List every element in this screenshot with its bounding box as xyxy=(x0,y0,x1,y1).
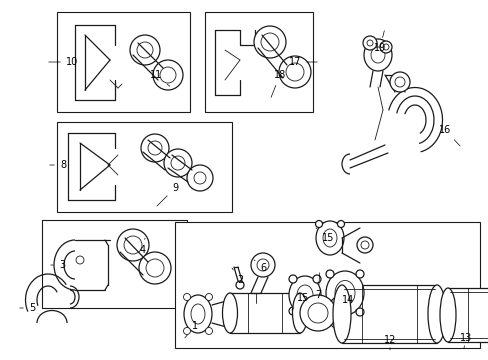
Circle shape xyxy=(76,256,84,264)
Circle shape xyxy=(337,220,344,228)
Circle shape xyxy=(141,134,169,162)
Ellipse shape xyxy=(427,285,445,343)
Circle shape xyxy=(279,56,310,88)
Circle shape xyxy=(160,67,176,83)
Circle shape xyxy=(186,165,213,191)
Circle shape xyxy=(366,40,372,46)
Circle shape xyxy=(299,295,335,331)
Text: 7: 7 xyxy=(314,273,321,300)
Bar xyxy=(57,122,231,212)
Circle shape xyxy=(124,236,142,254)
Bar xyxy=(204,12,312,112)
Bar xyxy=(447,288,488,342)
Circle shape xyxy=(205,293,212,301)
Circle shape xyxy=(389,72,409,92)
Circle shape xyxy=(253,26,285,58)
Bar xyxy=(229,293,299,333)
Text: 19: 19 xyxy=(373,31,386,53)
Circle shape xyxy=(257,259,268,271)
Text: 18: 18 xyxy=(270,70,285,98)
Text: 17: 17 xyxy=(288,57,317,67)
Bar xyxy=(57,12,190,112)
Ellipse shape xyxy=(315,221,343,255)
Circle shape xyxy=(355,270,363,278)
Text: 15: 15 xyxy=(291,293,308,310)
Text: 2: 2 xyxy=(231,268,243,285)
Circle shape xyxy=(394,77,404,87)
Bar xyxy=(341,285,436,343)
Text: 12: 12 xyxy=(383,335,395,350)
Circle shape xyxy=(325,270,333,278)
Circle shape xyxy=(312,275,320,283)
Text: 9: 9 xyxy=(157,183,178,206)
Circle shape xyxy=(356,237,372,253)
Bar xyxy=(42,220,186,308)
Circle shape xyxy=(137,42,153,58)
Circle shape xyxy=(325,308,333,316)
Text: 15: 15 xyxy=(315,228,333,243)
Text: 1: 1 xyxy=(184,321,198,338)
Text: 4: 4 xyxy=(140,238,146,255)
Text: 3: 3 xyxy=(51,260,65,270)
Ellipse shape xyxy=(439,288,455,342)
Circle shape xyxy=(250,253,274,277)
Circle shape xyxy=(285,63,304,81)
Circle shape xyxy=(379,41,391,53)
Text: 6: 6 xyxy=(254,260,265,273)
Bar xyxy=(175,222,479,348)
Text: 14: 14 xyxy=(341,295,356,311)
Circle shape xyxy=(117,229,149,261)
Text: 13: 13 xyxy=(459,333,471,348)
Ellipse shape xyxy=(296,285,312,305)
Circle shape xyxy=(139,252,171,284)
Ellipse shape xyxy=(325,271,363,315)
Circle shape xyxy=(146,259,163,277)
Text: 8: 8 xyxy=(50,160,66,170)
Circle shape xyxy=(148,141,162,155)
Circle shape xyxy=(315,220,322,228)
Text: 5: 5 xyxy=(20,303,35,313)
Ellipse shape xyxy=(191,304,204,324)
Ellipse shape xyxy=(222,293,237,333)
Ellipse shape xyxy=(288,276,320,314)
Text: 10: 10 xyxy=(49,57,78,67)
Circle shape xyxy=(362,36,376,50)
Circle shape xyxy=(261,33,279,51)
Circle shape xyxy=(312,307,320,315)
Circle shape xyxy=(288,307,296,315)
Circle shape xyxy=(130,35,160,65)
Circle shape xyxy=(171,156,184,170)
Text: 11: 11 xyxy=(149,70,169,86)
Ellipse shape xyxy=(323,229,336,247)
Circle shape xyxy=(360,241,368,249)
Ellipse shape xyxy=(292,293,307,333)
Ellipse shape xyxy=(332,285,350,343)
Circle shape xyxy=(183,328,190,334)
Circle shape xyxy=(236,281,244,289)
Circle shape xyxy=(307,303,327,323)
Circle shape xyxy=(355,308,363,316)
Circle shape xyxy=(153,60,183,90)
Text: 16: 16 xyxy=(438,125,459,146)
Circle shape xyxy=(163,149,192,177)
Circle shape xyxy=(194,172,205,184)
Circle shape xyxy=(183,293,190,301)
Ellipse shape xyxy=(334,280,354,306)
Circle shape xyxy=(205,328,212,334)
Ellipse shape xyxy=(183,295,212,333)
Circle shape xyxy=(288,275,296,283)
Circle shape xyxy=(382,44,388,50)
